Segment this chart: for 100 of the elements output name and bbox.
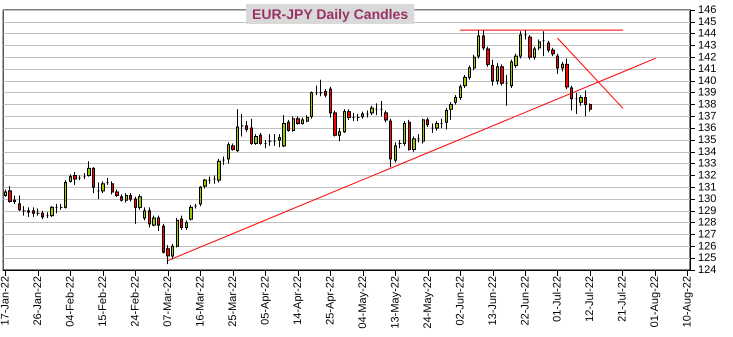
- candlestick: [310, 91, 313, 120]
- candlestick: [556, 53, 559, 74]
- y-tick-label: 146: [698, 4, 716, 16]
- candlestick: [268, 134, 272, 146]
- candlestick: [524, 30, 527, 40]
- chart-title: EUR-JPY Daily Candles: [252, 6, 408, 22]
- x-tick-label: 07-Mar-22: [162, 276, 174, 327]
- candlestick: [222, 156, 225, 166]
- candlestick: [73, 171, 77, 186]
- candlestick: [538, 39, 541, 51]
- candlestick: [491, 59, 494, 86]
- candlestick: [459, 84, 462, 100]
- x-tick-label: 01-Aug-22: [649, 276, 662, 328]
- y-tick-label: 132: [698, 169, 716, 182]
- candlestick: [389, 118, 392, 168]
- x-tick-label: 17-Jan-22: [0, 276, 12, 326]
- candlestick: [125, 192, 128, 204]
- candlestick: [176, 218, 179, 248]
- candlestick: [477, 30, 480, 59]
- candlestick: [449, 102, 453, 120]
- candlestick: [394, 142, 397, 163]
- candlestick: [565, 58, 569, 90]
- candlestick: [8, 186, 12, 204]
- candlestick: [189, 204, 193, 221]
- candlestick: [264, 140, 267, 149]
- x-tick-label: 21-Jul-22: [616, 276, 629, 322]
- candlestick: [361, 111, 364, 120]
- x-tick-label: 26-Jan-22: [32, 276, 44, 326]
- candlestick: [217, 158, 221, 184]
- y-tick-label: 130: [698, 193, 716, 206]
- y-tick-label: 141: [698, 63, 716, 76]
- candlestick: [366, 110, 369, 118]
- candlestick: [306, 114, 309, 123]
- y-tick-label: 124: [698, 264, 716, 276]
- x-tick-label: 25-Mar-22: [226, 276, 239, 327]
- y-tick-label: 128: [698, 216, 716, 229]
- candlestick: [22, 206, 26, 216]
- x-tick-label: 13-Jun-22: [486, 276, 499, 326]
- candlestick: [486, 46, 490, 68]
- x-tick-label: 04-May-22: [356, 276, 369, 329]
- candlestick: [273, 134, 276, 146]
- x-tick-label: 13-May-22: [389, 276, 402, 329]
- candlestick: [542, 30, 545, 57]
- y-tick-label: 143: [698, 39, 716, 52]
- x-tick-label: 01-Jul-22: [552, 276, 564, 322]
- candlestick: [357, 114, 360, 122]
- candlestick: [199, 186, 202, 207]
- y-tick-label: 135: [698, 134, 716, 146]
- candlestick: [18, 195, 21, 212]
- y-tick-label: 126: [698, 240, 716, 252]
- candlestick: [315, 85, 318, 96]
- candlestick: [83, 172, 86, 180]
- y-tick-label: 145: [698, 16, 716, 28]
- y-tick-label: 134: [698, 146, 716, 158]
- y-tick-label: 127: [698, 228, 716, 241]
- candlestick: [64, 180, 67, 210]
- candlestick: [50, 206, 54, 218]
- candlestick: [435, 120, 439, 132]
- candlestick: [445, 108, 448, 130]
- candlestick: [282, 114, 286, 148]
- x-tick-label: 14-Apr-22: [292, 276, 304, 325]
- y-tick-label: 129: [698, 204, 716, 217]
- x-tick-label: 16-Mar-22: [194, 276, 206, 327]
- x-tick-label: 25-Apr-22: [324, 276, 336, 325]
- candlestick: [185, 220, 188, 230]
- y-tick-label: 137: [698, 110, 716, 122]
- y-tick-label: 144: [698, 28, 716, 40]
- x-tick-label: 02-Jun-22: [454, 276, 466, 326]
- y-tick-label: 131: [698, 181, 716, 194]
- candlestick: [384, 110, 388, 123]
- x-tick-label: 10-Aug-22: [682, 276, 694, 328]
- candlestick: [370, 105, 374, 116]
- candlestick: [380, 100, 383, 117]
- candlestick: [528, 34, 532, 60]
- candlestick: [203, 178, 207, 189]
- x-tick-label: 22-Jun-22: [519, 276, 532, 326]
- y-tick-label: 133: [698, 158, 716, 170]
- candlestick: [454, 94, 457, 106]
- y-tick-label: 139: [698, 86, 716, 99]
- y-tick-label: 142: [698, 51, 716, 64]
- y-tick-label: 136: [698, 122, 716, 134]
- candlestick: [36, 208, 40, 216]
- candlestick: [106, 177, 109, 186]
- x-tick-label: 05-Apr-22: [259, 276, 272, 325]
- candlestick: [473, 54, 476, 71]
- x-tick-label: 04-Feb-22: [64, 276, 76, 327]
- y-tick-label: 125: [698, 252, 716, 264]
- candlestick: [120, 194, 123, 202]
- candlestick: [319, 79, 323, 97]
- x-tick-label: 12-Jul-22: [584, 276, 596, 322]
- x-tick-label: 24-Feb-22: [129, 276, 142, 327]
- x-tick-label: 15-Feb-22: [96, 276, 109, 327]
- candlestick: [570, 85, 573, 111]
- y-tick-label: 138: [698, 98, 716, 111]
- candlestick: [422, 118, 425, 144]
- candlestick: [129, 192, 132, 202]
- candlestick: [241, 114, 244, 137]
- x-tick-label: 24-May-22: [422, 276, 434, 329]
- y-tick-label: 140: [698, 74, 716, 87]
- candlestick: [143, 206, 146, 221]
